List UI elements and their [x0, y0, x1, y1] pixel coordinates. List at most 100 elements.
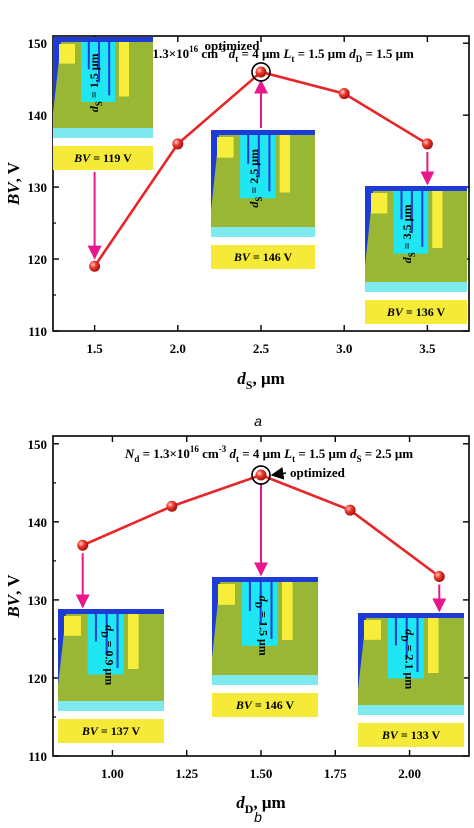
inset-field-plate	[257, 135, 260, 178]
inset-field-plate	[410, 191, 413, 234]
x-tick-label: 1.50	[250, 766, 273, 781]
inset-substrate	[58, 711, 164, 719]
device-inset: BV = 146 V dS = 2.5 μm	[211, 130, 315, 269]
inset-source-region	[218, 584, 235, 605]
inset-buffer-layer	[211, 227, 315, 237]
parameter-header: Nd = 1.3×1016 cm-3 dt = 4 μm Lt = 1.5 μm…	[124, 444, 413, 464]
x-tick-label: 2.00	[398, 766, 421, 781]
inset-field-plate	[394, 618, 397, 646]
bv-label: BV = 136 V	[386, 305, 446, 319]
x-tick-label: 2.0	[170, 341, 186, 356]
bv-label: BV = 137 V	[81, 724, 141, 738]
x-tick-label: 2.5	[253, 341, 270, 356]
inset-substrate	[211, 237, 315, 245]
data-point	[344, 504, 356, 516]
inset-field-plate	[247, 135, 250, 164]
inset-field-plate	[400, 191, 403, 220]
dimension-label: dD = 1.5 μm	[254, 596, 271, 656]
dimension-label: dS = 3.5 μm	[400, 205, 417, 264]
bv-label-box	[58, 719, 164, 743]
x-tick-label: 3.5	[419, 341, 436, 356]
y-tick-label: 120	[28, 252, 48, 267]
inset-drain-region	[432, 191, 443, 248]
inset-source-region	[59, 44, 75, 64]
x-tick-label: 3.0	[336, 341, 352, 356]
inset-buffer-layer	[58, 701, 164, 711]
inset-buffer-layer	[212, 675, 318, 685]
dimension-label: dS = 2.5 μm	[247, 149, 264, 208]
inset-field-plate	[108, 42, 111, 96]
bv-label-box	[358, 723, 464, 747]
inset-top-electrode	[53, 37, 153, 42]
y-tick-label: 110	[28, 749, 47, 764]
inset-field-plate	[87, 42, 90, 70]
x-axis-label: dD, μm	[236, 793, 285, 816]
inset-field-plate	[248, 582, 251, 611]
inset-source-region	[64, 616, 81, 636]
dimension-label: dD = 2.1 μm	[400, 629, 417, 689]
panel-caption: b	[254, 809, 262, 825]
x-tick-label: 1.00	[101, 766, 124, 781]
y-tick-label: 110	[28, 324, 47, 339]
y-axis-label: BV, V	[4, 574, 23, 619]
data-point	[255, 66, 267, 78]
inset-source-region	[217, 137, 234, 158]
inset-top-electrode	[212, 577, 318, 582]
data-point	[77, 539, 89, 551]
y-tick-label: 130	[28, 180, 48, 195]
inset-drain-region	[279, 135, 291, 193]
data-point	[255, 469, 267, 481]
optimized-annotation: optimized	[205, 38, 261, 53]
device-inset: BV = 146 V dD = 1.5 μm	[212, 577, 318, 717]
optimized-ring	[251, 465, 271, 485]
inset-field-plate	[94, 614, 97, 642]
inset-drain-region	[427, 618, 439, 673]
y-tick-label: 130	[28, 593, 48, 608]
inset-substrate	[53, 138, 153, 146]
inset-field-plate	[270, 582, 273, 639]
x-axis-label: dS, μm	[237, 369, 285, 392]
device-inset: BV = 133 V dD = 2.1 μm	[358, 613, 464, 747]
optimized-arrow	[270, 467, 287, 480]
inset-buffer-layer	[53, 128, 153, 138]
dimension-label: dS = 1.5 μm	[87, 53, 104, 112]
device-inset: BV = 137 V dD = 0.9 μm	[58, 609, 164, 743]
optimized-annotation: optimized	[290, 465, 346, 480]
bv-label-box	[365, 300, 467, 324]
inset-field-plate	[268, 135, 271, 192]
inset-top-electrode	[365, 186, 467, 191]
inset-top-electrode	[358, 613, 464, 618]
x-tick-label: 1.75	[324, 766, 347, 781]
parameter-header: Nd = 1.3×1016 cm-3 dt = 4 μm Lt = 1.5 μm…	[123, 44, 414, 64]
data-point	[433, 570, 445, 582]
x-tick-label: 1.25	[175, 766, 198, 781]
dimension-label: dD = 0.9 μm	[100, 625, 117, 685]
data-point	[338, 88, 350, 100]
inset-buffer-layer	[365, 282, 467, 292]
inset-field-plate	[105, 614, 108, 655]
inset-source-region	[364, 620, 381, 640]
inset-field-plate	[98, 42, 100, 83]
inset-buffer-layer	[358, 705, 464, 715]
inset-field-plate	[116, 614, 119, 668]
inset-substrate	[358, 715, 464, 723]
device-inset: BV = 136 V dS = 3.5 μm	[365, 186, 467, 324]
device-inset: BV = 119 V dS = 1.5 μm	[53, 37, 153, 170]
inset-field-plate	[259, 582, 262, 625]
data-point	[172, 138, 184, 150]
data-point	[89, 260, 101, 272]
y-tick-label: 150	[28, 437, 48, 452]
inset-drain-region	[281, 582, 293, 640]
data-point	[421, 138, 433, 150]
bv-label-box	[212, 693, 318, 717]
y-tick-label: 140	[28, 108, 48, 123]
y-axis-label: BV, V	[4, 161, 23, 206]
bv-label: BV = 119 V	[73, 151, 132, 165]
inset-drain-region	[119, 42, 129, 97]
inset-field-plate	[405, 618, 408, 659]
bv-label: BV = 146 V	[233, 250, 293, 264]
inset-top-electrode	[58, 609, 164, 614]
bv-label: BV = 133 V	[381, 728, 441, 742]
inset-field-plate	[416, 618, 419, 672]
